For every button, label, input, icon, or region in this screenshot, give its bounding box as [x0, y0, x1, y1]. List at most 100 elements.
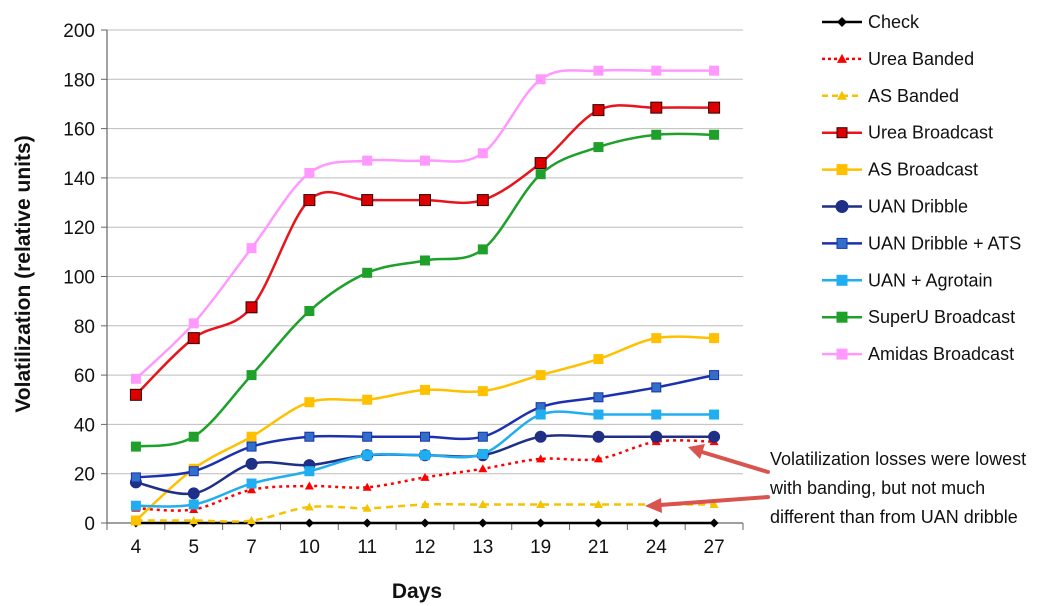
data-point: [651, 518, 661, 528]
data-point: [651, 333, 662, 344]
data-point: [534, 157, 547, 170]
legend-label: UAN + Agrotain: [868, 270, 993, 290]
data-point: [188, 499, 199, 510]
data-point: [592, 104, 605, 117]
legend-label: Check: [868, 12, 920, 32]
series-lines: [129, 65, 721, 528]
data-point: [650, 101, 663, 114]
data-point: [420, 384, 430, 395]
annotation-line-1: Volatilization losses were lowest: [770, 449, 1026, 469]
y-tick-label: 200: [63, 21, 95, 42]
legend-swatch-marker: [836, 274, 848, 286]
series-uan-agrotain: [130, 409, 720, 511]
data-point: [246, 370, 257, 381]
data-point: [651, 409, 662, 420]
data-point: [362, 155, 373, 166]
data-point: [477, 431, 488, 442]
legend-entry-superu-broadcast: SuperU Broadcast: [822, 307, 1015, 327]
data-point: [477, 244, 488, 255]
y-axis-title: Volatilization (relative units): [12, 135, 35, 412]
data-point: [188, 431, 199, 442]
series-line: [135, 434, 715, 496]
data-point: [709, 409, 720, 420]
data-point: [188, 318, 199, 329]
legend-label: Urea Banded: [868, 49, 974, 69]
y-tick-label: 160: [63, 120, 95, 141]
legend-label: Urea Broadcast: [868, 123, 993, 143]
legend-entry-amidas-broadcast: Amidas Broadcast: [822, 344, 1014, 364]
data-point: [593, 454, 603, 463]
data-point: [362, 450, 373, 461]
legend-swatch-marker: [836, 311, 848, 323]
data-point: [420, 431, 430, 442]
data-point: [419, 194, 431, 207]
legend-label: Amidas Broadcast: [868, 344, 1014, 364]
legend-swatch-marker: [836, 237, 848, 249]
legend-entry-uan-dribble-ats: UAN Dribble + ATS: [822, 233, 1021, 253]
data-point: [130, 373, 141, 384]
y-tick-label: 140: [63, 169, 95, 190]
data-point: [650, 430, 663, 443]
data-point: [478, 500, 488, 509]
data-point: [709, 129, 720, 140]
y-tick-label: 60: [74, 366, 95, 387]
x-tick-label: 7: [246, 537, 257, 558]
data-point: [130, 500, 141, 511]
x-tick-label: 11: [357, 537, 377, 558]
series-as-broadcast: [130, 333, 720, 526]
gridlines: [107, 29, 743, 475]
data-point: [420, 518, 430, 528]
legend-entry-as-banded: AS Banded: [822, 86, 959, 106]
series-line: [135, 132, 715, 448]
data-point: [709, 500, 719, 509]
data-point: [593, 354, 604, 365]
data-point: [247, 485, 257, 494]
data-point: [593, 500, 603, 509]
series-line: [135, 104, 715, 396]
y-tick-label: 120: [63, 218, 95, 239]
series-as-banded: [131, 500, 719, 525]
data-point: [187, 487, 200, 500]
legend-swatch-marker: [836, 164, 848, 176]
data-point: [477, 386, 488, 397]
data-point: [420, 472, 430, 481]
series-superu-broadcast: [130, 129, 720, 452]
legend-label: UAN Dribble + ATS: [868, 233, 1021, 253]
axes: 0 20 40 60 80 100 120 140 160 180 200 4 5 7 10 11 12 13 19…: [63, 21, 744, 558]
legend-swatch-marker: [835, 200, 849, 213]
legend-label: AS Broadcast: [868, 160, 978, 180]
data-point: [362, 482, 372, 491]
data-point: [535, 409, 546, 420]
data-point: [593, 409, 604, 420]
data-point: [362, 503, 372, 512]
data-point: [246, 243, 257, 254]
data-point: [189, 516, 199, 525]
x-tick-label: 24: [646, 537, 668, 558]
data-point: [477, 148, 488, 159]
data-point: [476, 194, 489, 207]
legend: Check Urea Banded AS Banded Urea Broadcast A…: [822, 12, 1021, 364]
data-point: [708, 101, 721, 114]
data-point: [362, 431, 373, 442]
data-point: [246, 431, 257, 442]
series-check: [131, 518, 719, 528]
data-point: [130, 515, 141, 526]
data-point: [593, 392, 604, 403]
data-point: [420, 155, 430, 166]
data-point: [709, 333, 720, 344]
data-point: [708, 430, 721, 443]
data-point: [247, 516, 257, 525]
legend-swatch-marker: [836, 348, 848, 360]
legend-swatch-marker: [837, 53, 847, 63]
annotation-arrow-lower: [658, 495, 770, 507]
data-point: [361, 194, 374, 207]
annotation-line-2: with banding, but not much: [769, 478, 985, 498]
legend-entry-urea-banded: Urea Banded: [822, 49, 974, 69]
data-point: [651, 129, 662, 140]
legend-label: UAN Dribble: [868, 197, 968, 217]
legend-entry-uan-dribble: UAN Dribble: [822, 197, 968, 217]
data-point: [651, 65, 662, 76]
data-point: [362, 518, 372, 528]
data-point: [420, 500, 430, 509]
y-tick-label: 180: [63, 70, 95, 91]
